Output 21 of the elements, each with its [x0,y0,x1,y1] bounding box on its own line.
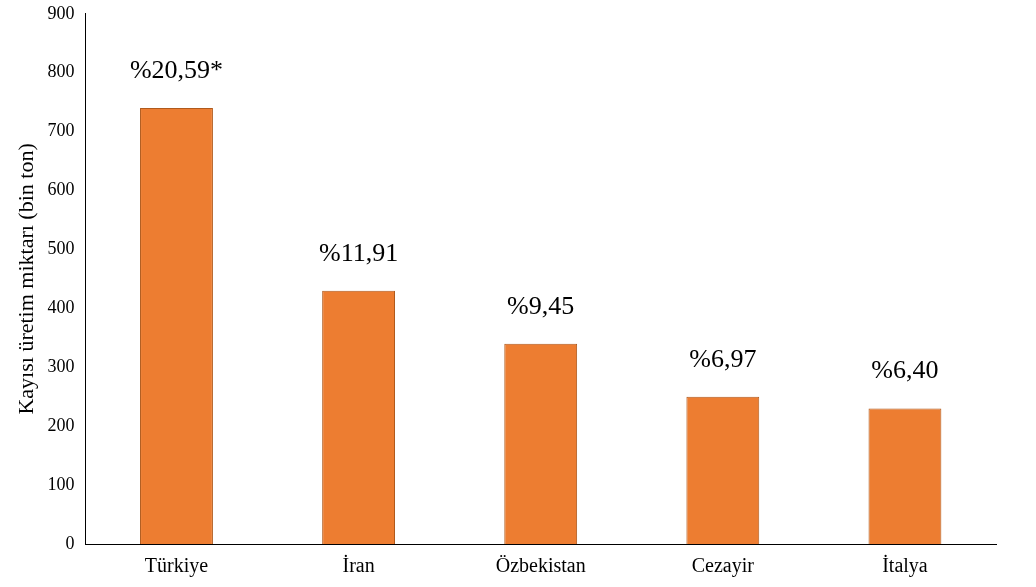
y-tick-label: 200 [47,414,75,435]
y-tick-label: 300 [47,356,75,376]
x-tick-label: Türkiye [144,554,209,578]
y-tick-label: 100 [47,473,75,494]
x-tick-label: Cezayir [691,554,755,578]
annotation: %20,59* [129,54,224,84]
y-tick-label: 800 [47,61,75,82]
y-tick-label: 600 [47,179,75,200]
y-tick-label: 400 [47,297,75,318]
x-tick-label: İran [342,554,375,577]
y-tick-label: 900 [47,2,75,23]
x-tick-label: Özbekistan [495,554,586,577]
annotation: %9,45 [507,290,575,320]
annotation: %6,40 [871,355,939,385]
y-tick-label: 700 [47,120,75,141]
annotation: %6,97 [689,343,757,373]
y-axis-title: Kayısı üretim miktarı (bin ton) [12,143,38,415]
annotation: %11,91 [318,237,399,267]
x-tick-label: İtalya [882,554,928,578]
y-tick-label: 500 [47,238,75,259]
y-tick-label: 0 [65,532,75,553]
